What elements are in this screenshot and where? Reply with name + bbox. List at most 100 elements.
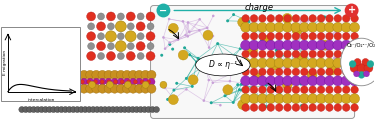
Circle shape [175,82,178,85]
Circle shape [325,48,327,51]
Circle shape [342,50,350,58]
Circle shape [333,76,343,86]
Circle shape [96,42,105,51]
Circle shape [309,50,316,58]
Circle shape [212,15,215,17]
Circle shape [68,78,75,85]
Circle shape [291,40,301,50]
Circle shape [56,78,63,85]
Circle shape [168,18,170,20]
Circle shape [124,81,131,88]
Circle shape [79,70,88,79]
Circle shape [299,58,309,68]
Circle shape [275,49,278,52]
Circle shape [107,80,111,84]
Circle shape [54,107,60,112]
Circle shape [195,61,198,64]
Circle shape [127,80,131,84]
Circle shape [271,90,273,92]
Circle shape [291,76,301,86]
Circle shape [334,50,342,58]
Circle shape [168,95,178,105]
Circle shape [313,34,316,36]
Circle shape [208,79,210,81]
Circle shape [86,70,94,79]
Circle shape [250,15,258,22]
Circle shape [291,22,301,32]
Circle shape [249,83,252,86]
Circle shape [78,107,84,112]
Circle shape [320,40,330,50]
Circle shape [232,13,235,16]
Circle shape [92,70,101,79]
Circle shape [300,18,302,21]
Circle shape [39,107,45,112]
Circle shape [148,78,155,85]
Circle shape [126,12,135,21]
Circle shape [279,91,282,94]
Ellipse shape [341,38,378,86]
Circle shape [350,63,359,72]
Circle shape [206,61,209,64]
Circle shape [332,33,334,36]
Circle shape [184,34,187,36]
Circle shape [92,84,101,93]
Circle shape [61,84,70,93]
Circle shape [284,104,291,111]
Circle shape [351,86,358,93]
Circle shape [110,84,119,93]
Circle shape [274,22,284,32]
Circle shape [259,15,266,22]
Circle shape [336,57,338,60]
Circle shape [274,76,284,86]
Circle shape [162,36,165,39]
Circle shape [284,15,291,22]
Circle shape [313,79,315,81]
Circle shape [122,70,132,79]
Circle shape [203,30,213,40]
Circle shape [257,76,267,86]
Circle shape [147,23,154,30]
FancyBboxPatch shape [1,27,80,101]
Circle shape [326,68,333,76]
Circle shape [198,29,201,31]
Circle shape [141,84,150,93]
Circle shape [238,88,241,91]
Circle shape [107,81,113,88]
Circle shape [351,15,358,22]
Circle shape [102,107,108,112]
Circle shape [309,15,316,22]
Circle shape [308,76,318,86]
Circle shape [257,58,267,68]
Circle shape [133,80,137,84]
Circle shape [110,107,116,112]
Circle shape [43,107,48,112]
Circle shape [126,107,132,112]
Circle shape [301,50,308,58]
Circle shape [266,22,276,32]
Circle shape [164,47,166,50]
Circle shape [146,12,155,21]
Circle shape [324,40,335,50]
Circle shape [333,22,343,32]
Circle shape [240,88,243,92]
Circle shape [140,80,144,84]
Circle shape [327,79,330,82]
Circle shape [317,68,325,76]
Circle shape [183,46,186,49]
Circle shape [259,50,266,58]
Circle shape [147,43,154,50]
Circle shape [342,68,350,76]
Circle shape [116,70,125,79]
Circle shape [267,32,274,40]
Circle shape [253,73,262,83]
Circle shape [142,81,149,88]
Circle shape [312,52,314,55]
Circle shape [257,22,267,32]
Circle shape [223,94,226,97]
Circle shape [62,107,68,112]
Circle shape [127,23,134,30]
Circle shape [116,84,125,93]
Circle shape [341,94,351,104]
Circle shape [213,60,223,70]
